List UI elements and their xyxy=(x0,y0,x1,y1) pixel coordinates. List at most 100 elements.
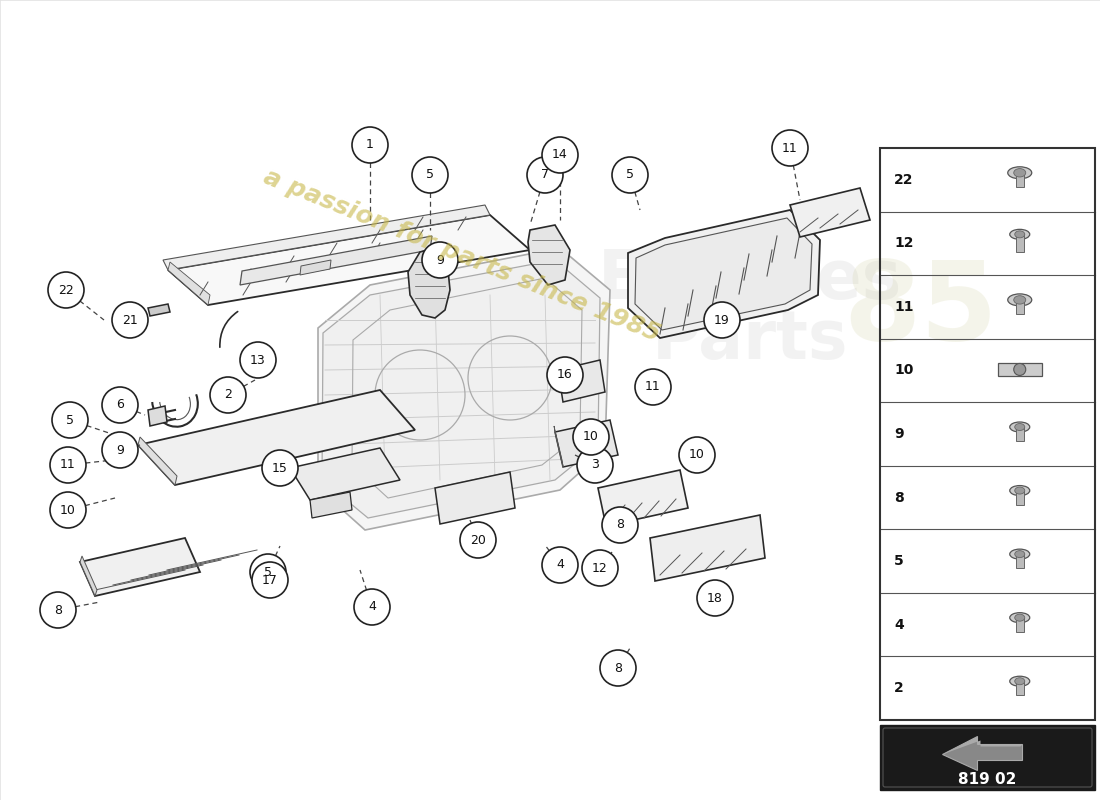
Circle shape xyxy=(102,387,138,423)
Polygon shape xyxy=(1015,234,1024,252)
Polygon shape xyxy=(1015,490,1024,505)
Text: 22: 22 xyxy=(58,283,74,297)
Text: 9: 9 xyxy=(117,443,124,457)
Text: 10: 10 xyxy=(689,449,705,462)
Polygon shape xyxy=(300,260,331,275)
Circle shape xyxy=(40,592,76,628)
Text: 7: 7 xyxy=(541,169,549,182)
Ellipse shape xyxy=(1008,294,1032,306)
Text: 22: 22 xyxy=(894,173,913,186)
Circle shape xyxy=(635,369,671,405)
Circle shape xyxy=(582,550,618,586)
Polygon shape xyxy=(1015,554,1024,568)
Polygon shape xyxy=(1015,427,1024,441)
Ellipse shape xyxy=(1010,549,1030,559)
Circle shape xyxy=(102,432,138,468)
Ellipse shape xyxy=(1010,422,1030,432)
Text: 13: 13 xyxy=(250,354,266,366)
Polygon shape xyxy=(322,260,600,518)
Polygon shape xyxy=(650,515,764,581)
Polygon shape xyxy=(528,225,570,285)
Text: 11: 11 xyxy=(894,300,913,314)
Circle shape xyxy=(50,447,86,483)
Polygon shape xyxy=(558,360,605,402)
Circle shape xyxy=(679,437,715,473)
Text: 10: 10 xyxy=(894,363,913,378)
Circle shape xyxy=(542,547,578,583)
Text: 5: 5 xyxy=(894,554,904,568)
Text: 5: 5 xyxy=(626,169,634,182)
Text: 4: 4 xyxy=(894,618,904,632)
Text: 17: 17 xyxy=(262,574,278,586)
Polygon shape xyxy=(148,304,170,316)
Ellipse shape xyxy=(1014,550,1025,558)
Text: 5: 5 xyxy=(66,414,74,426)
Text: 12: 12 xyxy=(592,562,608,574)
Text: 8: 8 xyxy=(614,662,622,674)
FancyBboxPatch shape xyxy=(883,728,1092,787)
Polygon shape xyxy=(168,215,530,305)
Polygon shape xyxy=(790,188,870,237)
Text: Europes: Europes xyxy=(598,247,902,313)
Polygon shape xyxy=(434,472,515,524)
Text: 20: 20 xyxy=(470,534,486,546)
Circle shape xyxy=(600,650,636,686)
Ellipse shape xyxy=(1010,486,1030,495)
Polygon shape xyxy=(1015,618,1024,632)
Text: 8: 8 xyxy=(54,603,62,617)
Polygon shape xyxy=(310,492,352,518)
Circle shape xyxy=(573,419,609,455)
Text: 6: 6 xyxy=(117,398,124,411)
Ellipse shape xyxy=(1014,487,1025,494)
Polygon shape xyxy=(168,262,210,305)
Circle shape xyxy=(542,137,578,173)
Text: 15: 15 xyxy=(272,462,288,474)
Circle shape xyxy=(422,242,458,278)
Circle shape xyxy=(48,272,84,308)
Polygon shape xyxy=(290,448,400,500)
Polygon shape xyxy=(80,556,97,596)
Circle shape xyxy=(412,157,448,193)
Text: 4: 4 xyxy=(557,558,564,571)
Ellipse shape xyxy=(1014,423,1025,430)
Polygon shape xyxy=(943,737,1023,770)
Polygon shape xyxy=(1015,682,1024,695)
Text: 12: 12 xyxy=(894,236,913,250)
Polygon shape xyxy=(163,205,490,270)
Polygon shape xyxy=(138,390,415,485)
Polygon shape xyxy=(598,470,688,526)
Polygon shape xyxy=(556,420,618,467)
Circle shape xyxy=(50,492,86,528)
Ellipse shape xyxy=(1014,678,1025,685)
Text: 10: 10 xyxy=(583,430,598,443)
Text: Parts: Parts xyxy=(651,307,848,373)
Text: 3: 3 xyxy=(591,458,598,471)
Text: a passion for parts since 1985: a passion for parts since 1985 xyxy=(261,165,663,347)
Polygon shape xyxy=(318,248,610,530)
Text: 11: 11 xyxy=(782,142,797,154)
Ellipse shape xyxy=(1010,613,1030,622)
Polygon shape xyxy=(138,437,177,485)
Polygon shape xyxy=(148,406,167,426)
Text: 14: 14 xyxy=(552,149,568,162)
Ellipse shape xyxy=(1008,166,1032,178)
Text: 18: 18 xyxy=(707,591,723,605)
Circle shape xyxy=(252,562,288,598)
Circle shape xyxy=(240,342,276,378)
Circle shape xyxy=(352,127,388,163)
Circle shape xyxy=(772,130,808,166)
Circle shape xyxy=(547,357,583,393)
Text: 11: 11 xyxy=(645,381,661,394)
Text: 2: 2 xyxy=(224,389,232,402)
Polygon shape xyxy=(80,538,200,596)
Circle shape xyxy=(527,157,563,193)
Text: 9: 9 xyxy=(436,254,444,266)
Circle shape xyxy=(697,580,733,616)
Ellipse shape xyxy=(1010,230,1030,239)
Text: 8: 8 xyxy=(616,518,624,531)
Circle shape xyxy=(250,554,286,590)
Ellipse shape xyxy=(1014,296,1025,304)
Circle shape xyxy=(578,447,613,483)
Text: 11: 11 xyxy=(60,458,76,471)
Ellipse shape xyxy=(1014,614,1025,621)
